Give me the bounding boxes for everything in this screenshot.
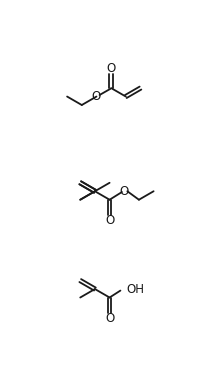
Text: OH: OH <box>127 283 145 296</box>
Text: O: O <box>105 312 114 325</box>
Text: O: O <box>92 90 101 103</box>
Text: O: O <box>120 185 129 198</box>
Text: O: O <box>105 214 114 227</box>
Text: O: O <box>106 62 116 75</box>
